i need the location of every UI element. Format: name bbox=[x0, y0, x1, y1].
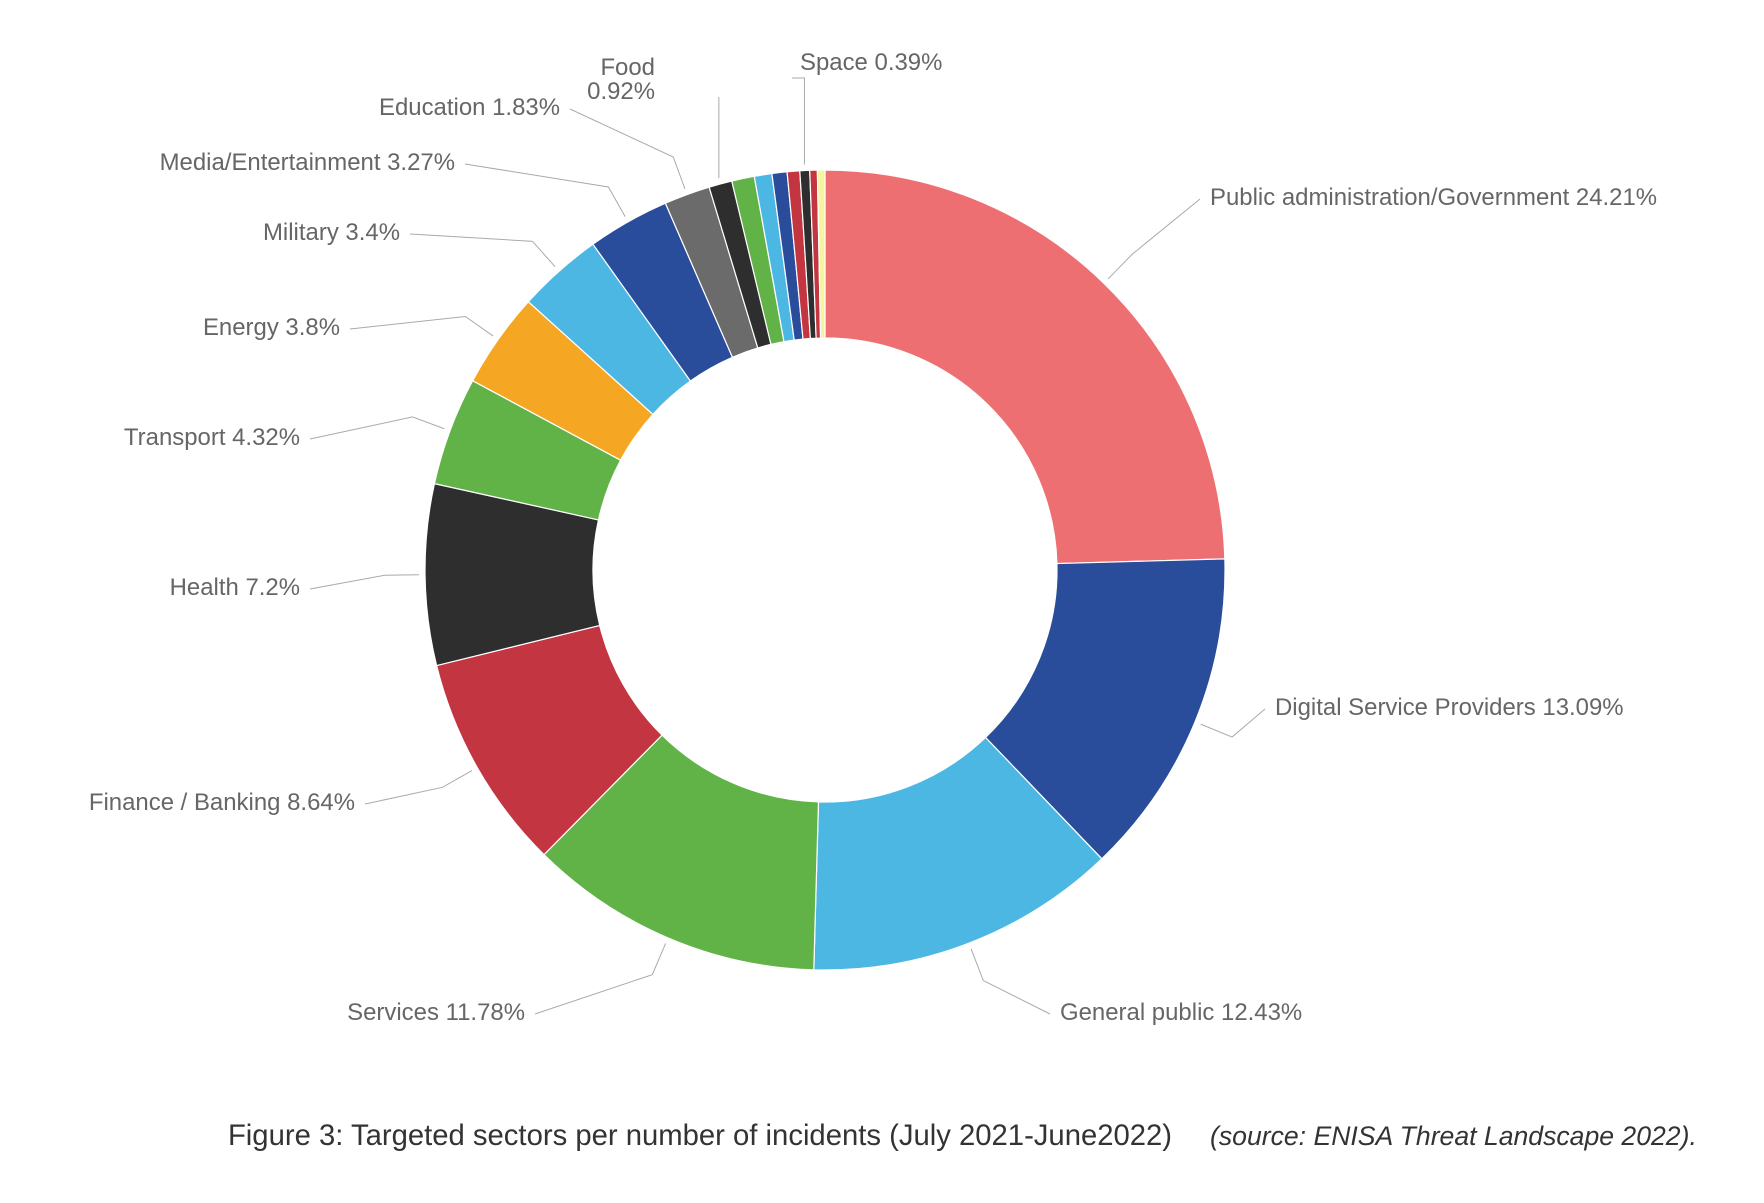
slice-label: General public 12.43% bbox=[1060, 999, 1302, 1026]
slice-label: Finance / Banking 8.64% bbox=[89, 789, 355, 816]
slice-label: Space 0.39% bbox=[800, 49, 942, 76]
slice-label: Services 11.78% bbox=[347, 999, 525, 1026]
slice-label: Energy 3.8% bbox=[203, 314, 340, 341]
slice-label: Digital Service Providers 13.09% bbox=[1275, 694, 1624, 721]
slice-label: Education 1.83% bbox=[379, 94, 560, 121]
slice-label: Health 7.2% bbox=[170, 574, 300, 601]
slice-label: Transport 4.32% bbox=[124, 424, 300, 451]
slice-label: 0.92% bbox=[587, 78, 655, 105]
slice-label: Public administration/Government 24.21% bbox=[1210, 184, 1657, 211]
caption-source: (source: ENISA Threat Landscape 2022). bbox=[1210, 1121, 1697, 1151]
caption-main: Figure 3: Targeted sectors per number of… bbox=[228, 1120, 1172, 1152]
donut-chart-figure: Public administration/Government 24.21% D… bbox=[0, 0, 1764, 1203]
slice-label: Food bbox=[600, 54, 655, 81]
slice-label: Media/Entertainment 3.27% bbox=[160, 149, 455, 176]
figure-caption: Figure 3: Targeted sectors per number of… bbox=[228, 1120, 1697, 1152]
donut-chart-svg: Public administration/Government 24.21% D… bbox=[0, 0, 1764, 1203]
slice-label: Military 3.4% bbox=[263, 219, 400, 246]
